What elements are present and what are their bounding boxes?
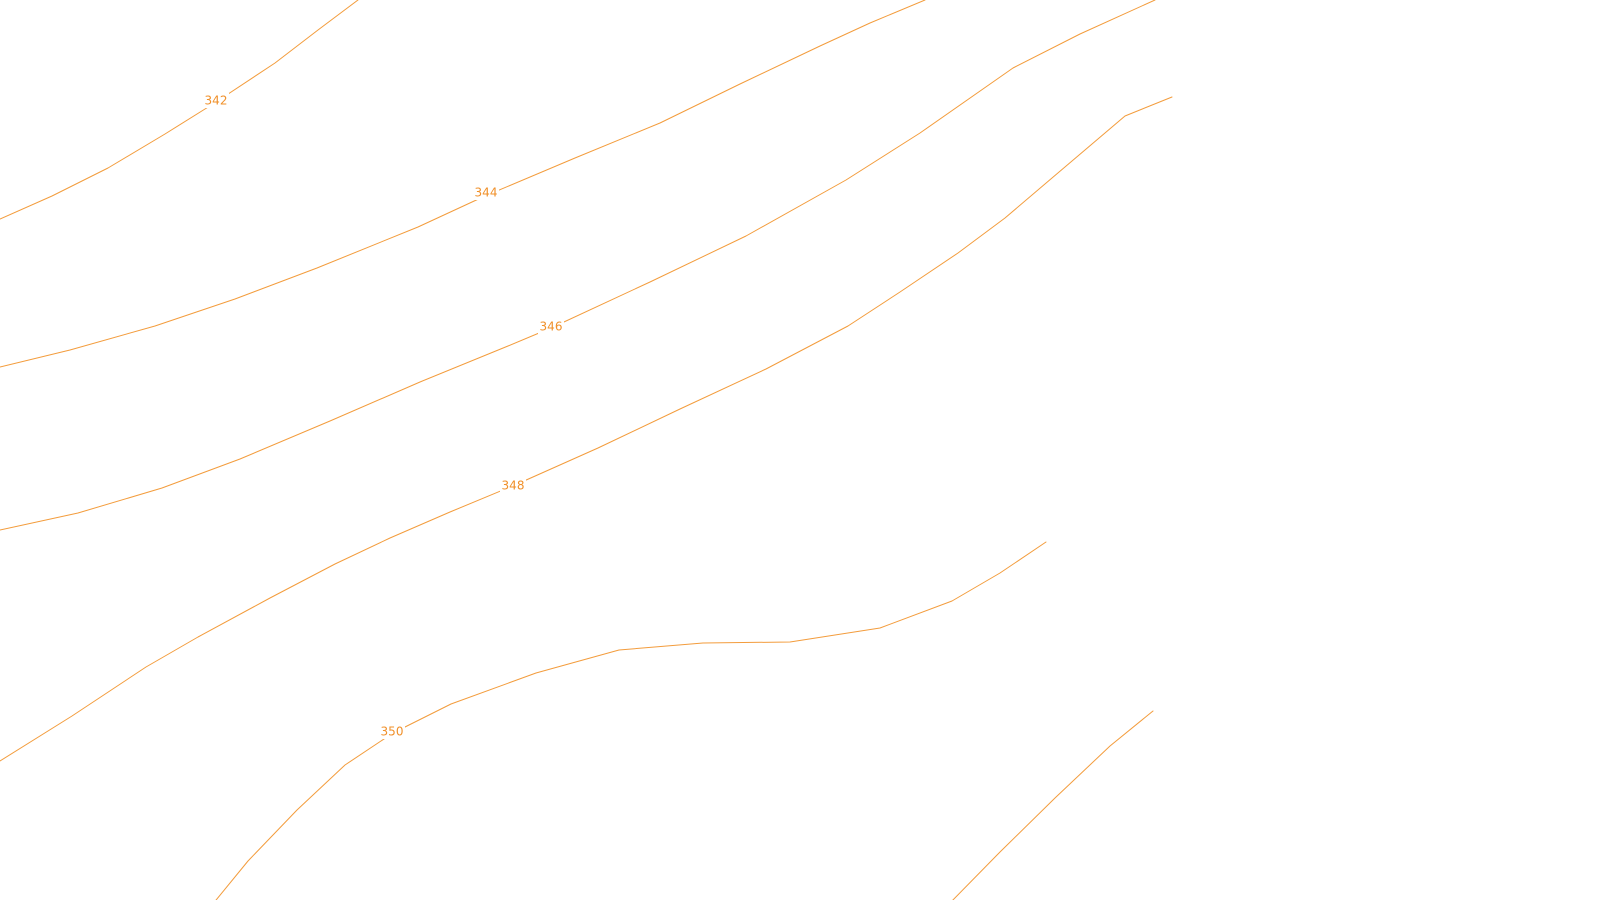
contour-label-348: 348	[502, 479, 525, 493]
contour-label-348-group: 348	[500, 478, 526, 493]
contour-label-346-group: 346	[538, 319, 564, 334]
contour-line-342	[0, 0, 359, 220]
contour-line-344	[0, 0, 926, 368]
contour-label-346: 346	[540, 320, 563, 334]
contour-line-segment	[952, 710, 1154, 900]
contour-label-350: 350	[381, 725, 404, 739]
contour-line-346	[0, 0, 1156, 531]
contour-label-342: 342	[205, 94, 228, 108]
contour-label-344-group: 344	[473, 185, 499, 200]
contour-line-350	[215, 541, 1047, 900]
contour-label-350-group: 350	[379, 724, 405, 739]
contour-line-348	[0, 96, 1173, 762]
contour-label-344: 344	[475, 186, 498, 200]
contour-label-342-group: 342	[203, 93, 229, 108]
